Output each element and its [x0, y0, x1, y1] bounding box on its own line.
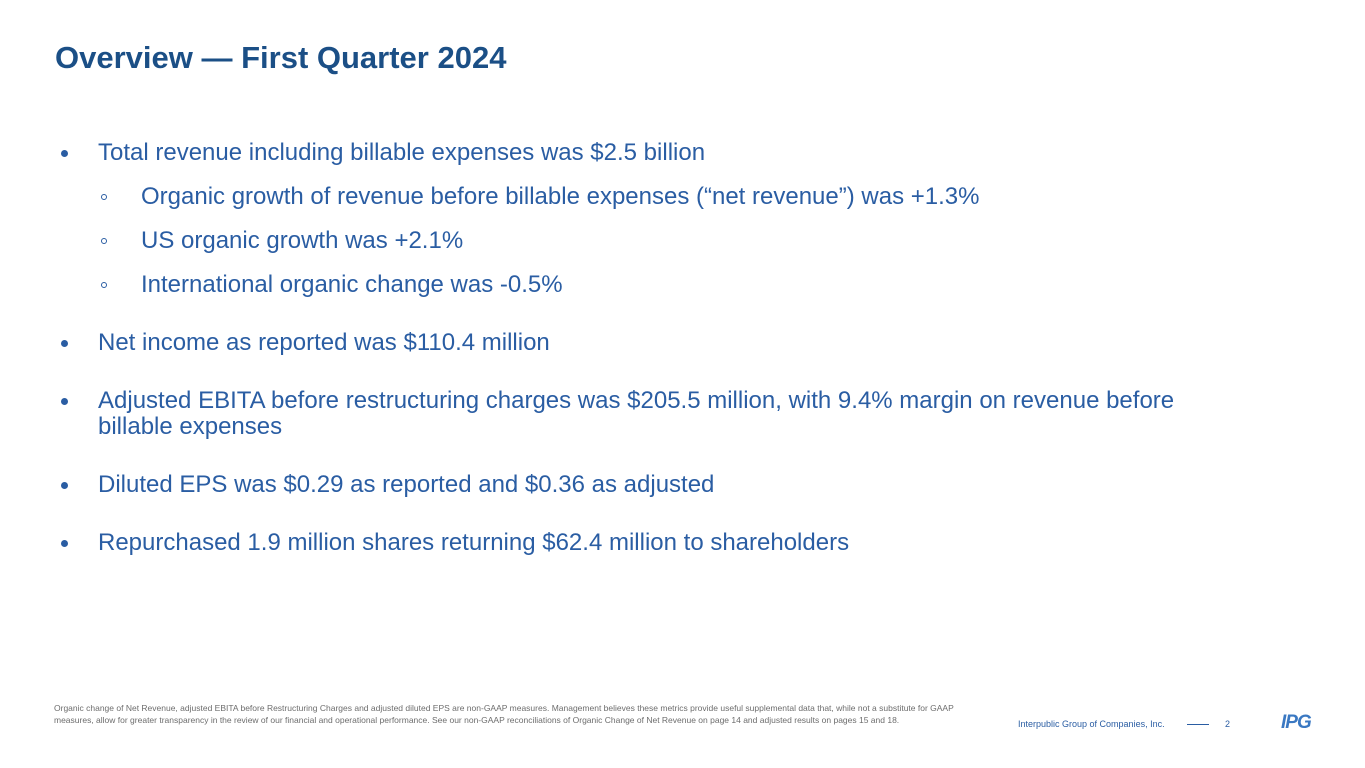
footer-rule — [1187, 724, 1209, 725]
bullet-marker — [61, 482, 68, 489]
bullet-text: US organic growth was +2.1% — [141, 227, 464, 254]
sub-bullet: Organic growth of revenue before billabl… — [101, 183, 1211, 210]
sub-bullet: US organic growth was +2.1% — [101, 227, 1211, 254]
bullet: Repurchased 1.9 million shares returning… — [61, 529, 1213, 556]
bullet-text: International organic change was -0.5% — [141, 271, 563, 298]
footnote: Organic change of Net Revenue, adjusted … — [54, 703, 954, 725]
page-number: 2 — [1225, 719, 1231, 729]
bullet-marker — [101, 238, 107, 244]
bullet-marker — [61, 398, 68, 405]
bullet-text: Diluted EPS was $0.29 as reported and $0… — [98, 471, 715, 498]
sub-bullet: International organic change was -0.5% — [101, 271, 1211, 298]
bullet: Total revenue including billable expense… — [61, 139, 1213, 166]
bullet-marker — [61, 340, 68, 347]
bullet: Diluted EPS was $0.29 as reported and $0… — [61, 471, 1213, 498]
bullet: Net income as reported was $110.4 millio… — [61, 329, 1213, 356]
logo: IPG — [1281, 712, 1312, 733]
bullet: Adjusted EBITA before restructuring char… — [61, 387, 1213, 440]
bullet-marker — [101, 194, 107, 200]
bullet-text: Repurchased 1.9 million shares returning… — [98, 529, 850, 556]
slide-title: Overview — First Quarter 2024 — [55, 40, 507, 75]
bullet-text: Organic growth of revenue before billabl… — [141, 183, 980, 210]
bullet-text: Net income as reported was $110.4 millio… — [98, 329, 550, 356]
bullet-text: Total revenue including billable expense… — [98, 139, 706, 166]
bullet-marker — [61, 540, 68, 547]
bullet-marker — [61, 150, 68, 157]
company-name: Interpublic Group of Companies, Inc. — [1018, 719, 1165, 729]
bullet-marker — [101, 282, 107, 288]
bullet-text: Adjusted EBITA before restructuring char… — [98, 387, 1175, 440]
